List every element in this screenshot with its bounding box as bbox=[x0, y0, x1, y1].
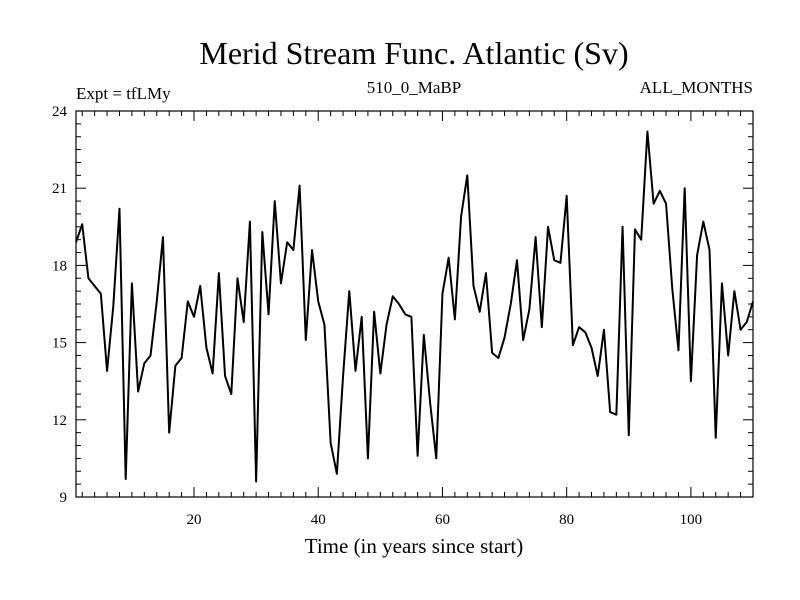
y-tick-label: 24 bbox=[52, 104, 68, 120]
chart-title: Merid Stream Func. Atlantic (Sv) bbox=[199, 35, 628, 71]
y-tick-label: 18 bbox=[52, 258, 67, 274]
series-line bbox=[75, 130, 754, 483]
x-tick-label: 20 bbox=[187, 512, 202, 528]
y-tick-label: 15 bbox=[52, 336, 67, 352]
y-tick-label: 9 bbox=[60, 490, 68, 506]
x-axis-label: Time (in years since start) bbox=[305, 534, 524, 558]
x-tick-label: 80 bbox=[559, 512, 574, 528]
y-tick-label: 21 bbox=[52, 181, 67, 197]
plot-frame bbox=[75, 110, 754, 498]
x-tick-label: 40 bbox=[311, 512, 326, 528]
y-tick-label: 12 bbox=[52, 413, 67, 429]
months-label: ALL_MONTHS bbox=[640, 78, 753, 97]
experiment-label: Expt = tfLMy bbox=[76, 84, 171, 103]
x-tick-label: 60 bbox=[435, 512, 450, 528]
run-label: 510_0_MaBP bbox=[367, 78, 461, 97]
x-tick-label: 100 bbox=[680, 512, 703, 528]
